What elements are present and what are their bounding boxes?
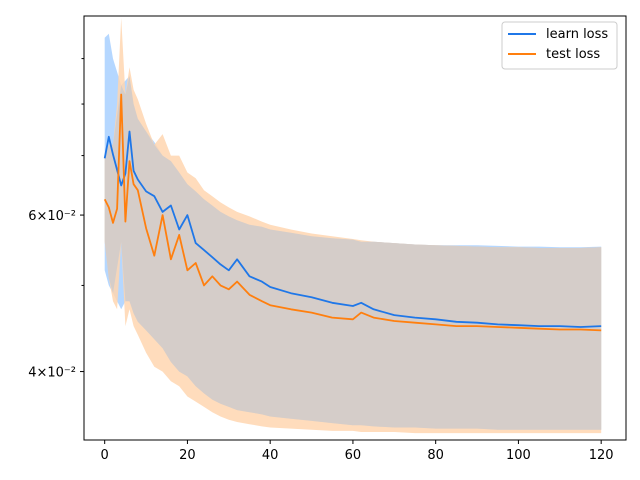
line-learn-loss bbox=[103, 130, 602, 328]
x-tick-label: 40 bbox=[262, 448, 279, 463]
line-test-loss bbox=[103, 93, 602, 332]
y-tick-label: 4×10⁻² bbox=[28, 366, 76, 381]
confidence-bands bbox=[104, 17, 602, 434]
band-overlap bbox=[104, 76, 602, 430]
legend: learn loss test loss bbox=[501, 21, 618, 70]
x-tick-label: 60 bbox=[345, 448, 362, 463]
y-axis: 4×10⁻² 6×10⁻² bbox=[28, 58, 84, 381]
plot-frame bbox=[83, 15, 627, 441]
y-tick-label: 6×10⁻² bbox=[28, 209, 76, 224]
legend-label-test-loss: test loss bbox=[546, 47, 600, 62]
x-tick-label: 100 bbox=[506, 448, 531, 463]
x-tick-label: 80 bbox=[427, 448, 444, 463]
series-lines bbox=[103, 93, 602, 332]
x-axis: 0 20 40 60 80 100 120 bbox=[101, 440, 614, 463]
legend-label-learn-loss: learn loss bbox=[546, 27, 608, 42]
x-tick-label: 0 bbox=[101, 448, 109, 463]
x-tick-label: 120 bbox=[589, 448, 614, 463]
x-tick-label: 20 bbox=[179, 448, 196, 463]
